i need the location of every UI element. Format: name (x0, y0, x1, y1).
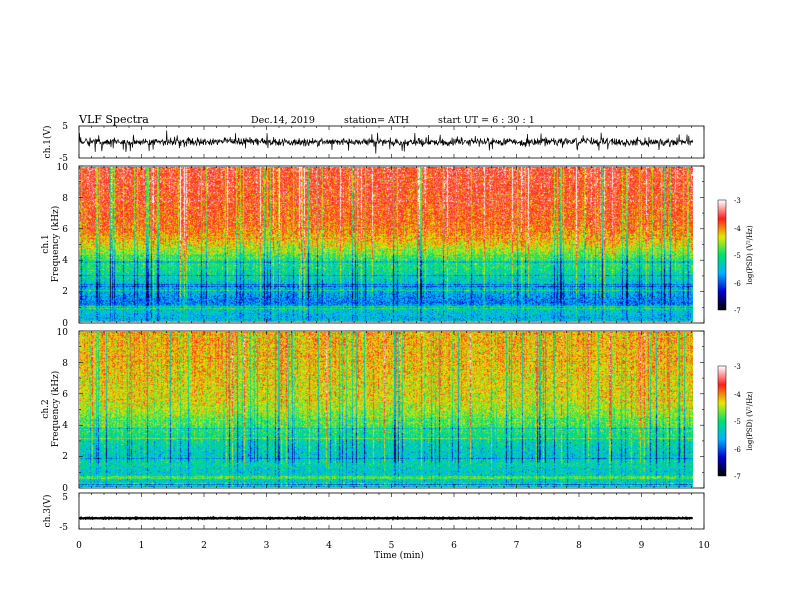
ch2-ytick-2: 2 (62, 452, 68, 462)
ch1-colorbar-label: log(PSD) (V²/Hz) (746, 225, 754, 284)
waveform-line (79, 515, 693, 521)
ch1-waveform-trace (78, 130, 694, 154)
ch2-ytick-8: 8 (62, 359, 68, 369)
ch1-ytick-5: 5 (62, 122, 68, 132)
x-tick-label-3: 3 (264, 541, 270, 551)
ch2-ytick-10: 10 (57, 328, 69, 338)
ch2-cbar-tick-m3: -3 (734, 363, 741, 371)
date-label: Dec.14, 2019 (251, 115, 315, 126)
ch2-ytick-6: 6 (62, 390, 68, 400)
ch1-spectrogram-panel: 10 8 6 4 2 0 ch.1 Frequency (kHz) -3 -4 … (41, 163, 754, 329)
ch1-spectrogram-image (79, 167, 693, 322)
ch1-colorbar-frame (717, 199, 727, 311)
x-tick-label-4: 4 (326, 541, 332, 551)
ch2-colorbar-label: log(PSD) (V²/Hz) (746, 391, 754, 450)
ch1-waveform-panel: 5 -5 ch.1(V) (42, 122, 705, 164)
ch3-waveform-ylabel: ch.3(V) (42, 495, 53, 528)
ch1-cbar-tick-m3: -3 (734, 197, 741, 205)
ch2-cbar-tick-m7: -7 (734, 473, 741, 481)
ch1-ytick-4: 4 (62, 256, 68, 266)
x-tick-label-10: 10 (698, 541, 710, 551)
ch1-colorbar (718, 200, 726, 310)
ch3-ytick-5: 5 (62, 493, 68, 503)
ch1-cbar-tick-m6: -6 (734, 280, 741, 288)
figure-title: VLF Spectra (78, 113, 149, 126)
ch1-cbar-tick-m7: -7 (734, 307, 741, 315)
axis-tick-marks (78, 126, 705, 529)
x-tick-label-7: 7 (514, 541, 520, 551)
ch1-ytick-6: 6 (62, 225, 68, 235)
ch2-spectrogram-image (79, 332, 693, 487)
x-tick-label-0: 0 (76, 541, 82, 551)
ch2-cbar-tick-m6: -6 (734, 446, 741, 454)
ch1-ytick-8: 8 (62, 194, 68, 204)
ch2-cbar-tick-m5: -5 (734, 418, 741, 426)
ch2-ytick-4: 4 (62, 421, 68, 431)
x-tick-label-6: 6 (451, 541, 457, 551)
ch2-colorbar (718, 366, 726, 476)
ch2-spectrogram-ylabel: Frequency (kHz) (50, 371, 61, 448)
ch1-cbar-tick-m4: -4 (734, 225, 741, 233)
ch2-colorbar-frame (717, 365, 727, 477)
x-tick-label-1: 1 (139, 541, 145, 551)
ch1-cbar-tick-m5: -5 (734, 252, 741, 260)
ch1-spectrogram-ylabel: Frequency (kHz) (50, 206, 61, 283)
ch1-ytick-10: 10 (57, 163, 69, 173)
x-tick-label-9: 9 (639, 541, 645, 551)
ch2-spectrogram-channel: ch.2 (41, 399, 51, 418)
x-axis-tick-labels: 0 1 2 3 4 5 6 7 8 9 10 (76, 541, 710, 551)
figure-header: VLF Spectra Dec.14, 2019 station= ATH st… (78, 113, 535, 126)
waveform-line (78, 130, 694, 154)
ch1-spectrogram-channel: ch.1 (41, 234, 51, 253)
ch1-ytick-2: 2 (62, 287, 68, 297)
ch3-ytick-minus5: -5 (59, 523, 68, 533)
ch1-waveform-ylabel: ch.1(V) (42, 126, 53, 159)
x-tick-label-2: 2 (201, 541, 207, 551)
ch2-spectrogram-panel: 10 8 6 4 2 0 ch.2 Frequency (kHz) -3 -4 … (41, 328, 754, 494)
ch2-cbar-tick-m4: -4 (734, 391, 741, 399)
ch3-waveform-trace (79, 515, 693, 521)
start-time-label: start UT = 6 : 30 : 1 (438, 115, 535, 126)
x-tick-label-8: 8 (576, 541, 582, 551)
x-tick-label-5: 5 (389, 541, 395, 551)
ch1-ytick-0: 0 (62, 319, 68, 329)
ch1-ytick-minus5: -5 (59, 154, 68, 164)
ch3-waveform-panel: 5 -5 ch.3(V) (42, 492, 705, 533)
ch3-waveform-frame (78, 492, 705, 530)
x-axis-label: Time (min) (374, 550, 424, 561)
ch2-ytick-0: 0 (62, 484, 68, 494)
station-label: station= ATH (344, 115, 409, 126)
